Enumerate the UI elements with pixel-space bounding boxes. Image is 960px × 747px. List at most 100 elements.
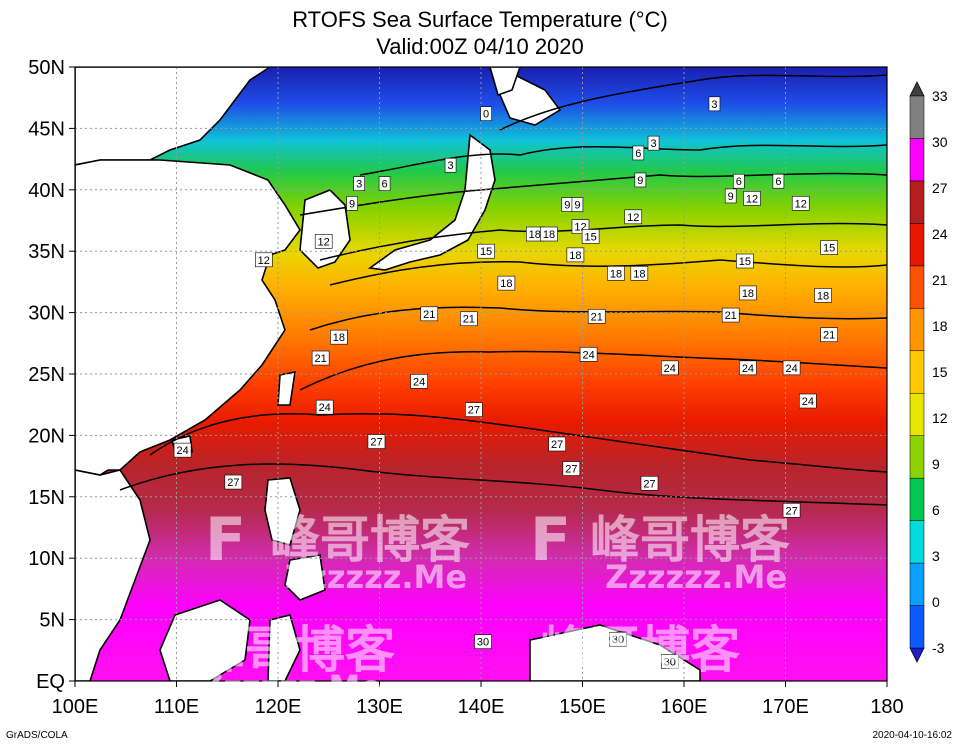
contour-label: 24 [319,402,331,414]
colorbar-min-triangle [909,647,925,663]
y-tick-label: 20N [28,425,65,447]
contour-label: 18 [633,268,645,280]
contour-label: 21 [423,309,435,321]
contour-label-box [609,631,627,647]
contour-label-box [353,176,366,191]
indochina [75,469,151,681]
footer-timestamp: 2020-04-10-16:02 [872,730,952,741]
contour-label-box [367,434,386,449]
contour-label: 18 [529,229,541,241]
contour-label-box [315,399,334,415]
colorbar-tick-label: 12 [932,410,948,426]
contour-label: 30 [664,656,676,668]
contour-label: 18 [543,229,555,241]
contour-label-box [444,157,457,173]
contour-label: 21 [591,311,603,323]
contour-label: 3 [447,160,453,172]
x-tick-label: 180 [870,696,903,718]
colorbar-band [909,180,925,224]
contour-label: 15 [823,243,835,255]
colorbar-band [909,477,925,521]
contour-label-box [791,196,810,211]
colorbar-band [909,95,925,139]
contour-label: 24 [176,445,188,457]
taiwan [277,370,296,406]
contour-label-box [224,474,243,490]
contour-label-box [820,327,838,343]
contour-label-box [314,234,333,249]
philippines-mindanao [284,554,326,601]
contour-label: 18 [500,278,512,290]
colorbar-band [909,520,925,564]
sakhalin [489,67,521,97]
contour-label: 6 [635,148,641,160]
contour-label-box [772,173,785,189]
contour-label-box [634,172,647,188]
contour-label-box [562,461,581,476]
x-tick-label: 170E [762,696,809,718]
contour-label: 27 [643,478,655,490]
contour-label: 21 [463,314,475,326]
contour-label: 18 [817,290,829,302]
colorbar-band [909,605,925,649]
chart-title: RTOFS Sea Surface Temperature (°C) [292,7,668,32]
colorbar-band [909,223,925,267]
contour-label-box [739,360,757,376]
contour-label-box [581,229,600,244]
contour-label: 12 [746,193,758,205]
x-tick-label: 150E [559,696,606,718]
contour-label-box [579,347,598,362]
contour-label-box [632,145,645,161]
y-tick-label: 35N [28,241,65,263]
contour-label: 15 [480,246,492,258]
japan-honshu [367,133,496,271]
contour-label-box [378,176,391,191]
y-axis-ticks: 50N 45N 40N 35N 30N 25N 20N 15N 10N 5N EQ [28,57,75,693]
contour-label-box [782,360,801,376]
contour-label: 6 [736,176,742,188]
contour-label-box [721,307,740,323]
contour-label-box [640,475,659,491]
colorbar-band [909,562,925,606]
contour-label: 24 [802,396,814,408]
contour-label: 27 [468,405,480,417]
contour-label: 9 [564,200,570,212]
contour-label-box [477,243,495,259]
borneo [159,599,251,681]
contour-label: 18 [569,250,581,262]
lat-lon-grid [75,67,887,681]
colorbar-band [909,308,925,352]
contour-label-box [647,135,660,151]
contour-label-box [540,226,558,242]
x-tick-label: 110E [154,696,199,718]
contour-label-box [346,196,358,211]
chart-subtitle: Valid:00Z 04/10 2020 [376,34,584,59]
contour-label: 15 [739,256,751,268]
contour-label-box [660,654,679,669]
contour-label-box [814,288,832,303]
contour-label: 9 [349,198,355,210]
contour-label-box [733,173,745,189]
contour-label-box [330,329,348,345]
contour-label: 30 [477,637,489,649]
x-tick-label: 160E [661,696,708,718]
contour-label-box [820,240,838,255]
contour-label: 9 [728,191,734,203]
contour-label-box [465,402,483,417]
contour-label: 21 [725,310,737,322]
contour-label-box [548,436,566,452]
contour-label: 12 [627,212,639,224]
x-tick-label: 140E [458,696,505,718]
contour-label: 18 [742,288,754,300]
colorbar-band [909,265,925,309]
contour-label-box [660,360,679,376]
y-tick-label: 25N [28,364,65,386]
contour-label-box [630,266,649,281]
x-axis-ticks: 100E 110E 120E 130E 140E 150E 160E 170E 180 [52,681,904,718]
contour-label: 12 [795,198,807,210]
contour-label: 24 [582,349,594,361]
contour-label-box [624,209,643,225]
colorbar-tick-label: 24 [932,226,948,242]
contour-label-box [173,442,192,458]
